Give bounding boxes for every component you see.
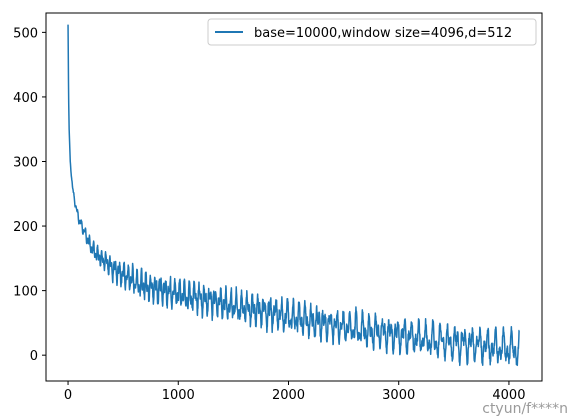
- x-tick-label: 4000: [492, 388, 525, 403]
- x-tick-label: 3000: [382, 388, 415, 403]
- legend-box: [207, 18, 537, 46]
- series-layer: [67, 24, 520, 367]
- x-tick-label: 1000: [162, 388, 195, 403]
- y-tick-label: 500: [13, 26, 38, 41]
- x-axis: 0 1000 2000 3000 4000: [64, 381, 525, 403]
- x-tick-label: 0: [64, 388, 72, 403]
- y-tick-label: 400: [13, 91, 38, 106]
- legend: base=10000,window size=4096,d=512: [207, 18, 537, 46]
- x-tick-label: 2000: [272, 388, 305, 403]
- watermark: ctyun/f****n: [482, 401, 568, 417]
- y-tick-label: 0: [30, 349, 38, 364]
- y-axis: 0 100 200 300 400 500: [13, 26, 46, 364]
- series-line: [67, 24, 520, 367]
- axes-frame: [45, 12, 543, 382]
- y-tick-label: 100: [13, 285, 38, 300]
- legend-label: base=10000,window size=4096,d=512: [254, 26, 512, 41]
- y-tick-label: 200: [13, 220, 38, 235]
- y-tick-label: 300: [13, 155, 38, 170]
